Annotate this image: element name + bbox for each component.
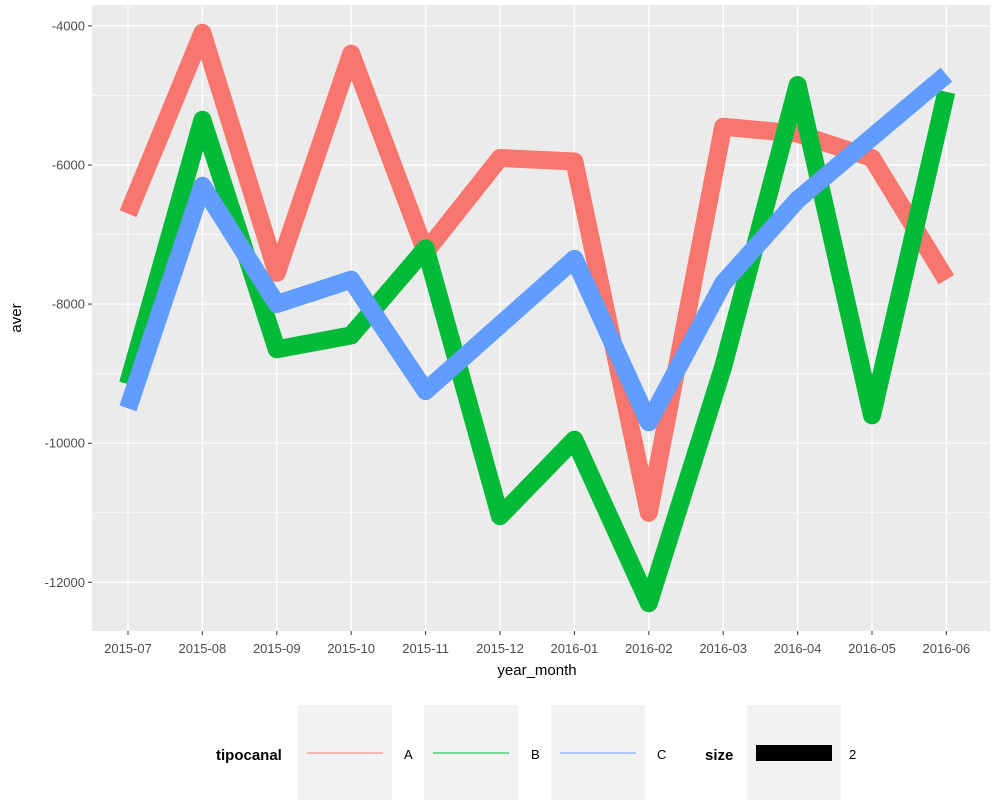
x-tick-label: 2016-05 xyxy=(848,641,896,656)
y-axis-title: aver xyxy=(8,303,25,332)
x-tick-label: 2015-08 xyxy=(179,641,227,656)
y-tick-label: -8000 xyxy=(52,297,85,312)
legend-label-b: B xyxy=(531,747,540,762)
x-tick-label: 2016-06 xyxy=(923,641,971,656)
y-tick-label: -10000 xyxy=(45,436,85,451)
series-lines xyxy=(119,23,956,613)
x-tick-label: 2015-12 xyxy=(476,641,524,656)
y-axis: -4000 -6000 -8000 -10000 -12000 xyxy=(45,18,92,590)
y-tick-label: -4000 xyxy=(52,18,85,33)
x-tick-label: 2015-10 xyxy=(327,641,375,656)
y-tick-label: -6000 xyxy=(52,157,85,172)
series-line-c xyxy=(119,67,953,432)
y-tick-label: -12000 xyxy=(45,575,85,590)
legend-label-c: C xyxy=(657,747,666,762)
legend-key-size xyxy=(756,745,832,761)
x-axis-title: year_month xyxy=(497,662,576,679)
x-tick-label: 2015-11 xyxy=(402,641,449,656)
x-tick-label: 2015-07 xyxy=(104,641,152,656)
plot-panel xyxy=(92,5,990,631)
x-tick-label: 2015-09 xyxy=(253,641,301,656)
legend-title-tipocanal: tipocanal xyxy=(216,747,282,764)
x-axis: 2015-07 2015-08 2015-09 2015-10 2015-11 2015-… xyxy=(104,631,970,656)
x-tick-label: 2016-03 xyxy=(699,641,747,656)
x-tick-label: 2016-02 xyxy=(625,641,673,656)
legend: tipocanal A B C size 2 xyxy=(216,705,856,800)
legend-label-size: 2 xyxy=(849,747,856,762)
legend-title-size: size xyxy=(705,747,733,764)
series-line-b xyxy=(119,76,956,613)
x-tick-label: 2016-04 xyxy=(774,641,822,656)
legend-label-a: A xyxy=(404,747,413,762)
x-tick-label: 2016-01 xyxy=(551,641,599,656)
